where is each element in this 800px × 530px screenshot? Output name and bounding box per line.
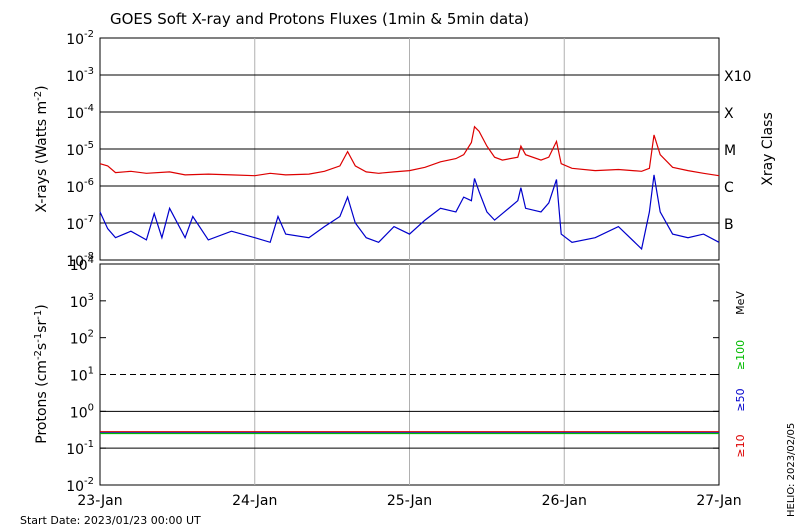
protons-panel: 10-2 10-1 100 101 102 103 104 MeV ≥100 ≥50 ≥10 Pr…: [33, 255, 747, 495]
protons-ylabel-exp1: -2: [33, 350, 44, 360]
x-tick-label: 24-Jan: [232, 493, 277, 509]
series-line: [99, 125, 720, 177]
protons-y-axis-label: Protons (cm-2s-1sr-1): [33, 304, 50, 443]
protons-energy-label: ≥10: [734, 434, 747, 457]
protons-grid: [100, 263, 719, 486]
x-tick-labels: 23-Jan 24-Jan 25-Jan 26-Jan 27-Jan: [77, 493, 741, 509]
y-tick-label: 10-6: [66, 177, 94, 196]
xray-grid: [100, 37, 719, 261]
xray-ylabel-main: X-rays (Watts m: [34, 101, 50, 213]
x-tick-label: 26-Jan: [542, 493, 587, 509]
x-tick-label: 27-Jan: [696, 493, 741, 509]
start-date-label: Start Date: 2023/01/23 00:00 UT: [20, 514, 201, 527]
series-line: [99, 174, 720, 251]
y-tick-label: 10-2: [66, 29, 94, 48]
y-tick-label: 10-5: [66, 140, 94, 159]
protons-energy-label: ≥50: [734, 388, 747, 411]
chart-title: GOES Soft X-ray and Protons Fluxes (1min…: [110, 10, 529, 28]
xray-class-label: M: [724, 143, 736, 159]
xray-class-label: X: [724, 106, 734, 122]
x-tick-label: 25-Jan: [387, 493, 432, 509]
protons-ylabel-exp2: -1: [33, 333, 44, 343]
protons-ylabel-s: s: [34, 343, 50, 350]
y-tick-label: 102: [70, 329, 94, 348]
y-tick-label: 103: [70, 292, 94, 311]
xray-series-group: [99, 125, 720, 251]
protons-ylabel-close: ): [34, 304, 50, 309]
protons-energy-label: MeV: [734, 291, 747, 315]
helio-date-label: HELIO: 2023/02/05: [786, 423, 797, 517]
xray-class-labels: B C M X X10: [724, 69, 751, 233]
xray-ylabel-exp: -2: [33, 91, 44, 101]
y-tick-label: 104: [70, 255, 94, 274]
y-tick-label: 10-3: [66, 66, 94, 85]
xray-class-label: X10: [724, 69, 751, 85]
protons-ylabel-main: Protons (cm: [34, 360, 50, 444]
y-tick-label: 101: [70, 366, 94, 385]
y-tick-label: 100: [70, 402, 94, 421]
protons-y-tick-labels: 10-2 10-1 100 101 102 103 104: [66, 255, 94, 495]
xray-ylabel-close: ): [34, 85, 50, 90]
protons-series-group: [100, 431, 719, 435]
y-tick-label: 10-1: [66, 439, 94, 458]
y-tick-label: 10-2: [66, 476, 94, 495]
y-tick-label: 10-8: [66, 251, 94, 270]
xray-y-axis-label: X-rays (Watts m-2): [33, 85, 50, 212]
xray-class-label: B: [724, 217, 734, 233]
protons-energy-labels: MeV ≥100 ≥50 ≥10: [734, 291, 747, 458]
y-tick-label: 10-4: [66, 103, 94, 122]
protons-energy-label: ≥100: [734, 340, 747, 370]
protons-ylabel-sr: sr: [34, 319, 50, 332]
x-tick-label: 23-Jan: [77, 493, 122, 509]
xray-class-label: C: [724, 180, 734, 196]
xray-panel: 10-8 10-7 10-6 10-5 10-4 10-3 10-2 B C M X X10 Xra…: [33, 29, 776, 270]
protons-ylabel-exp3: -1: [33, 310, 44, 320]
y-tick-label: 10-7: [66, 214, 94, 233]
xray-class-axis-label: Xray Class: [760, 112, 776, 186]
xray-y-tick-labels: 10-8 10-7 10-6 10-5 10-4 10-3 10-2: [66, 29, 94, 270]
